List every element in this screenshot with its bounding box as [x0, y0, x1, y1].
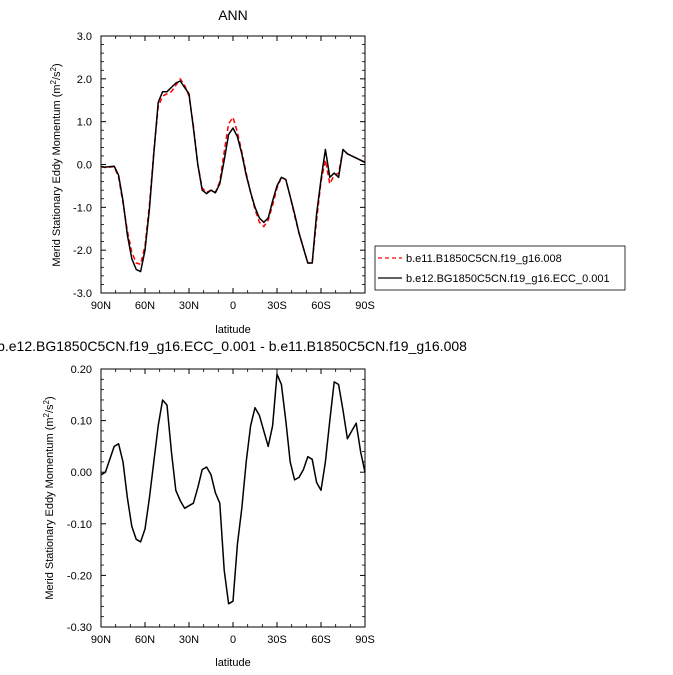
- y-tick-label: 0.0: [77, 160, 92, 172]
- panel-top-ticks: 90N 60N 30N 0 30S 60S 90S -3.0 -2.0 -1.0 0.0 1.0 2.0…: [73, 31, 375, 312]
- x-tick-label: 90S: [355, 300, 375, 312]
- x-tick-label: 30S: [267, 634, 287, 646]
- x-tick-label: 60N: [135, 634, 155, 646]
- series-line-0: [100, 373, 366, 605]
- x-tick-label: 60S: [311, 634, 331, 646]
- y-tick-label: -0.30: [67, 622, 92, 634]
- panel-bottom-xlabel: latitude: [215, 657, 250, 669]
- x-tick-label: 60S: [311, 300, 331, 312]
- panel-bottom-frame: [100, 368, 366, 628]
- x-tick-label: 0: [230, 634, 236, 646]
- y-tick-label: 0.20: [71, 364, 92, 376]
- legend: b.e11.B1850C5CN.f19_g16.008 b.e12.BG1850…: [374, 245, 626, 291]
- panel-top-title: ANN: [218, 7, 248, 23]
- y-tick-label: -0.20: [67, 570, 92, 582]
- x-tick-label: 30N: [179, 634, 199, 646]
- y-tick-label: -3.0: [73, 288, 92, 300]
- panel-top-frame: [100, 35, 366, 294]
- panel-bottom-ticks: 90N 60N 30N 0 30S 60S 90S -0.30 -0.20 -0.10 0.00 0.…: [67, 364, 375, 646]
- y-tick-label: 1.0: [77, 117, 92, 129]
- panel-top-xlabel: latitude: [215, 324, 250, 336]
- x-tick-label: 90N: [91, 300, 111, 312]
- x-tick-label: 90N: [91, 634, 111, 646]
- panel-top-series: [100, 78, 366, 273]
- x-tick-label: 90S: [355, 634, 375, 646]
- legend-label-0: b.e11.B1850C5CN.f19_g16.008: [406, 253, 562, 265]
- x-tick-label: 30S: [267, 300, 287, 312]
- y-tick-label: -0.10: [67, 519, 92, 531]
- y-tick-label: -1.0: [73, 202, 92, 214]
- x-tick-label: 0: [230, 300, 236, 312]
- panel-bottom-ylabel: Merid Stationary Eddy Momentum (m2/s2): [42, 396, 56, 599]
- legend-label-1: b.e12.BG1850C5CN.f19_g16.ECC_0.001: [406, 273, 610, 285]
- x-tick-label: 60N: [135, 300, 155, 312]
- panel-top: ANN 90N 60N 30N 0 30S 60S 90S -3.0 -2.0 -1.0 0.0 1.…: [49, 7, 626, 336]
- series-line-0: [100, 78, 366, 266]
- panel-bottom: b.e12.BG1850C5CN.f19_g16.ECC_0.001 - b.e…: [0, 338, 467, 669]
- panel-top-ylabel: Merid Stationary Eddy Momentum (m2/s2): [49, 63, 63, 266]
- series-line-1: [100, 80, 366, 273]
- panel-bottom-series: [100, 373, 366, 605]
- panel-bottom-title: b.e12.BG1850C5CN.f19_g16.ECC_0.001 - b.e…: [0, 338, 467, 354]
- y-tick-label: 0.00: [71, 467, 92, 479]
- y-tick-label: 0.10: [71, 416, 92, 428]
- x-tick-label: 30N: [179, 300, 199, 312]
- y-tick-label: 3.0: [77, 31, 92, 43]
- y-tick-label: -2.0: [73, 245, 92, 257]
- legend-frame: [374, 245, 626, 291]
- y-tick-label: 2.0: [77, 74, 92, 86]
